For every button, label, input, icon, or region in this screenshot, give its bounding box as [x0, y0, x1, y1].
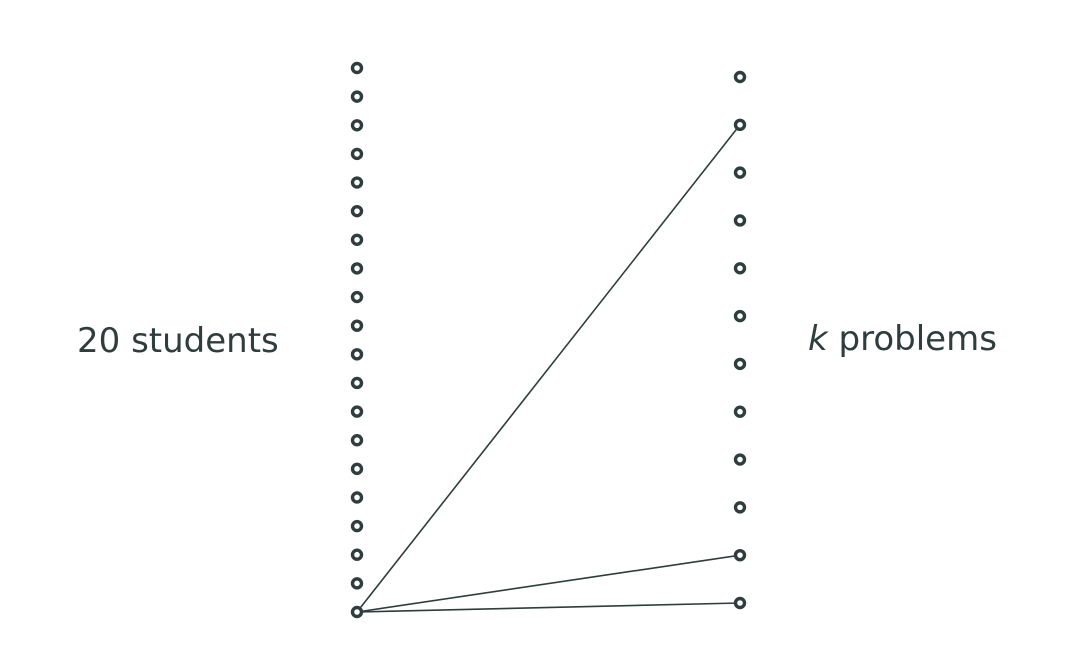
student-node-12 — [350, 376, 364, 390]
student-node-20 — [350, 605, 364, 619]
problem-node-7 — [733, 357, 747, 371]
problem-node-10 — [733, 501, 747, 514]
student-node-18 — [350, 548, 364, 561]
student-node-14 — [350, 434, 364, 447]
student-node-16 — [350, 491, 364, 504]
student-node-19 — [350, 577, 364, 590]
students-word: students — [131, 321, 279, 361]
edge-student-20-problem-12 — [356, 602, 741, 613]
problem-nodes — [733, 70, 747, 610]
student-node-2 — [350, 90, 364, 103]
students-count: 20 — [77, 321, 121, 361]
student-nodes — [350, 61, 364, 619]
student-node-11 — [350, 348, 364, 361]
student-node-9 — [350, 290, 364, 304]
students-label: 20 students — [77, 324, 279, 358]
student-node-4 — [350, 147, 364, 161]
student-node-3 — [350, 119, 364, 132]
problems-word: problems — [838, 319, 997, 359]
student-node-15 — [350, 462, 364, 476]
problems-variable: k — [808, 319, 828, 359]
problem-node-4 — [733, 214, 747, 227]
problem-node-6 — [733, 309, 747, 323]
edges-layer — [356, 124, 741, 613]
student-node-6 — [350, 204, 364, 218]
problem-node-9 — [733, 453, 747, 466]
student-node-13 — [350, 405, 364, 418]
student-node-17 — [350, 519, 364, 533]
student-node-7 — [350, 233, 364, 246]
problem-node-11 — [733, 548, 747, 562]
problems-label: k problems — [808, 322, 997, 356]
problem-node-1 — [733, 70, 747, 84]
problem-node-3 — [733, 166, 747, 179]
edge-student-20-problem-11 — [356, 554, 741, 613]
edge-student-20-problem-2 — [356, 124, 741, 613]
problem-node-8 — [733, 405, 747, 418]
student-node-8 — [350, 262, 364, 275]
student-node-1 — [350, 61, 364, 75]
problem-node-12 — [733, 596, 747, 610]
student-node-10 — [350, 319, 364, 332]
problem-node-2 — [733, 118, 747, 132]
student-node-5 — [350, 176, 364, 189]
problem-node-5 — [733, 262, 747, 275]
